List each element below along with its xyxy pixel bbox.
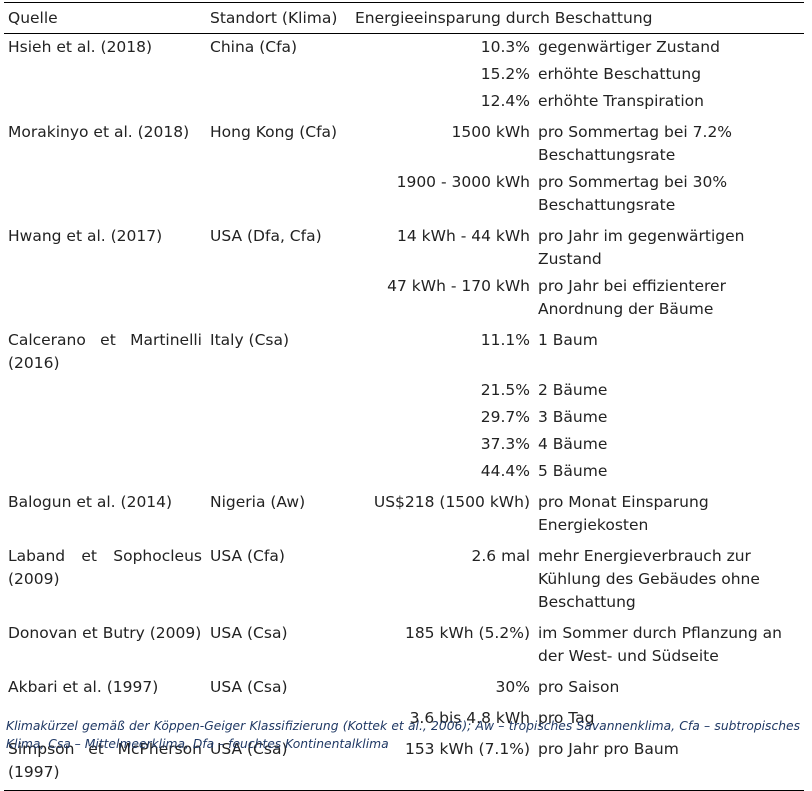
cell-description: 1 Baum <box>538 331 598 349</box>
cell-source <box>4 431 206 458</box>
cell-description: 5 Bäume <box>538 462 608 480</box>
cell-source <box>4 458 206 485</box>
cell-location: USA (Cfa) <box>210 547 285 565</box>
cell-description: 2 Bäume <box>538 381 608 399</box>
header-source: Quelle <box>4 2 206 34</box>
cell-source <box>4 169 206 219</box>
cell-description: pro Jahr bei effizienterer Anordnung der… <box>538 277 726 318</box>
table-row: Balogun et al. (2014) Nigeria (Aw) US$218 … <box>4 485 804 539</box>
cell-source <box>4 404 206 431</box>
cell-location: USA (Dfa, Cfa) <box>210 227 322 245</box>
energy-savings-table: Quelle Standort (Klima) Energieeinsparun… <box>4 2 804 791</box>
cell-value: 30% <box>495 678 530 696</box>
table-row: 15.2% erhöhte Beschattung <box>4 61 804 88</box>
cell-value: 11.1% <box>480 331 530 349</box>
table-row: Calcerano et Martinelli (2016) Italy (Csa… <box>4 323 804 377</box>
cell-description: gegenwärtiger Zustand <box>538 38 720 56</box>
cell-description: pro Tag <box>538 709 595 727</box>
cell-source: Hwang et al. (2017) <box>8 227 163 245</box>
table-row: Akbari et al. (1997) USA (Csa) 30% pro Sais… <box>4 670 804 701</box>
header-savings: Energieeinsparung durch Beschattung <box>351 2 804 34</box>
cell-description: pro Monat Einsparung Energiekosten <box>538 493 709 534</box>
cell-value: 1900 - 3000 kWh <box>396 173 530 191</box>
header-location: Standort (Klima) <box>206 2 351 34</box>
cell-source: Laband et Sophocleus (2009) <box>8 547 202 588</box>
cell-description: pro Sommertag bei 30% Beschattungsrate <box>538 173 728 214</box>
cell-value: 3.6 bis 4.8 kWh <box>409 709 530 727</box>
cell-location: Italy (Csa) <box>210 331 290 349</box>
table-row: 37.3% 4 Bäume <box>4 431 804 458</box>
table-row: 21.5% 2 Bäume <box>4 377 804 404</box>
cell-value: 21.5% <box>480 381 530 399</box>
cell-source: Akbari et al. (1997) <box>8 678 159 696</box>
table-row: 44.4% 5 Bäume <box>4 458 804 485</box>
cell-source <box>4 273 206 323</box>
cell-source <box>4 61 206 88</box>
cell-source: Morakinyo et al. (2018) <box>8 123 190 141</box>
cell-location <box>206 88 351 115</box>
cell-description: mehr Energieverbrauch zur Kühlung des Ge… <box>538 547 760 611</box>
cell-location <box>206 431 351 458</box>
cell-description: erhöhte Transpiration <box>538 92 704 110</box>
table-body: Hsieh et al. (2018) China (Cfa) 10.3% gegen… <box>4 34 804 791</box>
page: Quelle Standort (Klima) Energieeinsparun… <box>4 2 804 791</box>
cell-location <box>206 404 351 431</box>
cell-value: 14 kWh - 44 kWh <box>397 227 530 245</box>
cell-value: 1500 kWh <box>451 123 531 141</box>
table-footnote: Klimakürzel gemäß der Köppen-Geiger Klas… <box>6 719 800 751</box>
cell-value: 44.4% <box>480 462 530 480</box>
table-row: 12.4% erhöhte Transpiration <box>4 88 804 115</box>
cell-location: USA (Csa) <box>210 678 288 696</box>
cell-description: pro Jahr im gegenwärtigen Zustand <box>538 227 745 268</box>
cell-description: im Sommer durch Pflanzung an der West- u… <box>538 624 782 665</box>
cell-location: Hong Kong (Cfa) <box>210 123 338 141</box>
cell-value: 12.4% <box>480 92 530 110</box>
cell-description: 3 Bäume <box>538 408 608 426</box>
cell-value: US$218 (1500 kWh) <box>373 493 530 511</box>
cell-location: USA (Csa) <box>210 624 288 642</box>
cell-location <box>206 458 351 485</box>
cell-source: Balogun et al. (2014) <box>8 493 173 511</box>
cell-source: Donovan et Butry (2009) <box>8 624 202 642</box>
table-row: Morakinyo et al. (2018) Hong Kong (Cfa) 15… <box>4 115 804 169</box>
table-row: 47 kWh - 170 kWh pro Jahr bei effizienter… <box>4 273 804 323</box>
table-row: Laband et Sophocleus (2009) USA (Cfa) 2.6 … <box>4 539 804 616</box>
cell-source: Hsieh et al. (2018) <box>8 38 153 56</box>
cell-location <box>206 377 351 404</box>
cell-source <box>4 377 206 404</box>
cell-location: Nigeria (Aw) <box>210 493 306 511</box>
cell-value: 185 kWh (5.2%) <box>404 624 530 642</box>
cell-description: 4 Bäume <box>538 435 608 453</box>
cell-location: China (Cfa) <box>210 38 298 56</box>
cell-value: 2.6 mal <box>471 547 530 565</box>
table-row: Donovan et Butry (2009) USA (Csa) 185 kWh … <box>4 616 804 670</box>
table-row: 1900 - 3000 kWh pro Sommertag bei 30% Bes… <box>4 169 804 219</box>
table-row: Hsieh et al. (2018) China (Cfa) 10.3% gegen… <box>4 34 804 62</box>
cell-location <box>206 61 351 88</box>
cell-value: 47 kWh - 170 kWh <box>387 277 530 295</box>
cell-description: pro Sommertag bei 7.2% Beschattungsrate <box>538 123 733 164</box>
table-header: Quelle Standort (Klima) Energieeinsparun… <box>4 2 804 34</box>
cell-location <box>206 273 351 323</box>
cell-value: 29.7% <box>480 408 530 426</box>
cell-description: erhöhte Beschattung <box>538 65 702 83</box>
table-row: 3.6 bis 4.8 kWh pro Tag <box>4 701 804 732</box>
cell-value: 10.3% <box>480 38 530 56</box>
cell-location <box>206 169 351 219</box>
cell-description: pro Saison <box>538 678 620 696</box>
table-row: Hwang et al. (2017) USA (Dfa, Cfa) 14 kWh … <box>4 219 804 273</box>
cell-value: 37.3% <box>480 435 530 453</box>
table-row: 29.7% 3 Bäume <box>4 404 804 431</box>
cell-source: Calcerano et Martinelli (2016) <box>8 331 202 372</box>
cell-value: 15.2% <box>480 65 530 83</box>
cell-source <box>4 88 206 115</box>
